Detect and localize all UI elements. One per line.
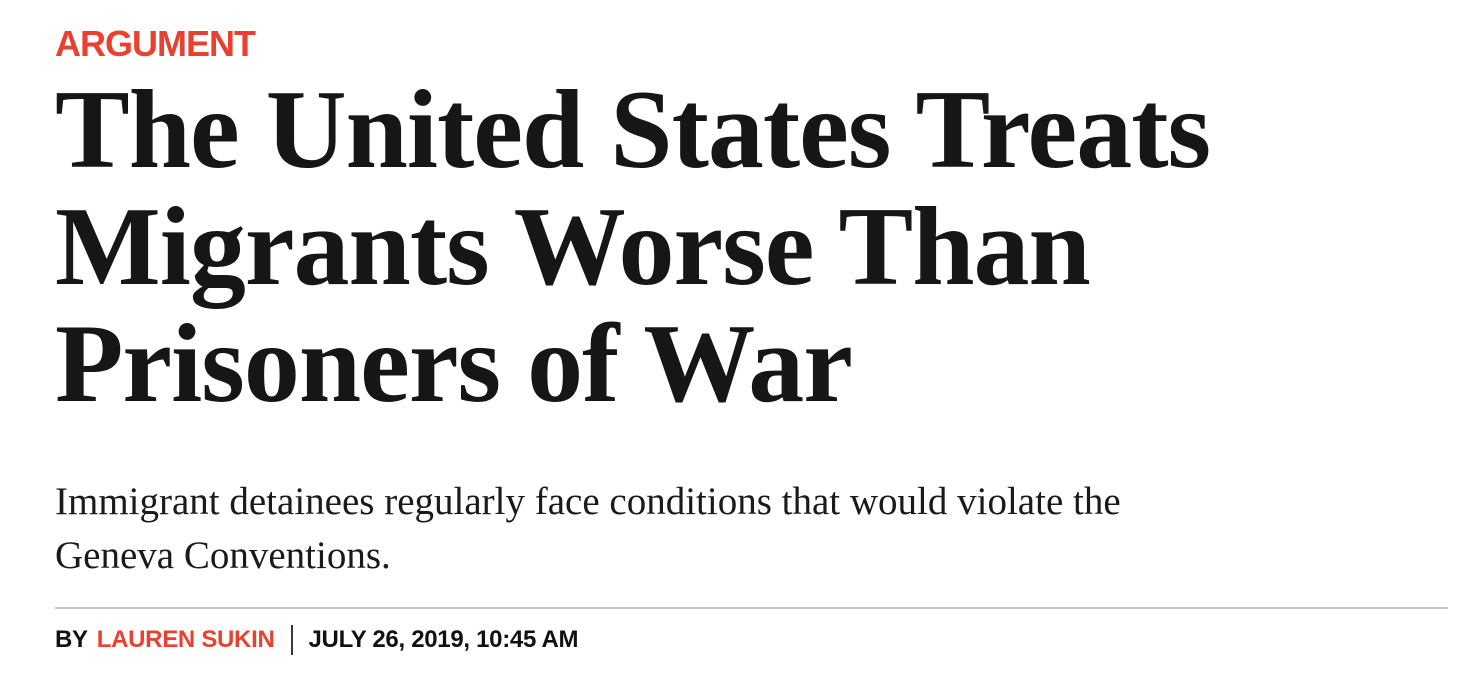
byline: BY LAUREN SUKIN JULY 26, 2019, 10:45 AM — [55, 625, 1450, 655]
kicker-link[interactable]: ARGUMENT — [55, 23, 256, 64]
headline-line-3: Prisoners of War — [55, 302, 853, 426]
byline-separator-bar — [290, 625, 293, 655]
section-divider — [55, 607, 1448, 609]
headline-line-2: Migrants Worse Than — [55, 185, 1091, 309]
dek-line-1: Immigrant detainees regularly face condi… — [55, 480, 1121, 523]
article-headline: The United States Treats Migrants Worse … — [55, 72, 1450, 423]
article-date: JULY 26, 2019, 10:45 AM — [308, 625, 579, 653]
dek-line-2: Geneva Conventions. — [55, 534, 391, 577]
article-dek: Immigrant detainees regularly face condi… — [55, 475, 1450, 583]
byline-prefix: BY — [55, 625, 88, 653]
headline-line-1: The United States Treats — [55, 68, 1211, 192]
author-link[interactable]: LAUREN SUKIN — [96, 625, 275, 653]
